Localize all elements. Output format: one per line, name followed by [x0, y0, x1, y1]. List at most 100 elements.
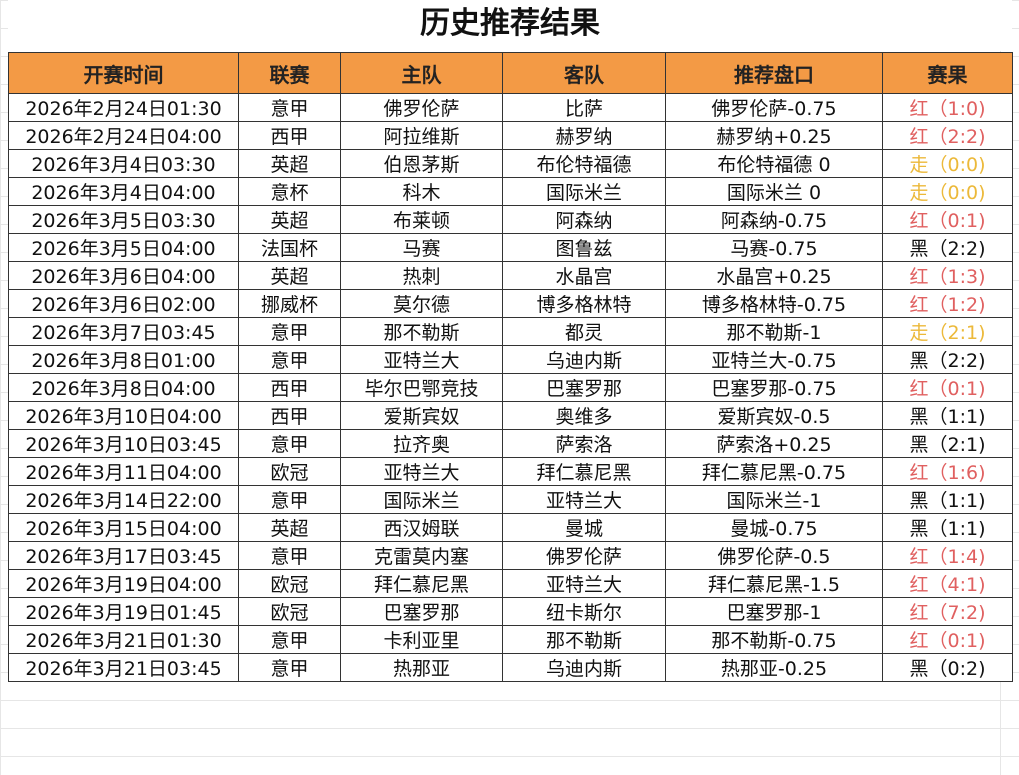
- cell-pick[interactable]: 佛罗伦萨-0.5: [665, 541, 883, 570]
- cell-pick[interactable]: 博多格林特-0.75: [665, 289, 883, 318]
- cell-pick[interactable]: 拜仁慕尼黑-0.75: [665, 457, 883, 486]
- cell-league[interactable]: 英超: [238, 261, 341, 290]
- cell-result[interactable]: 走（0:0): [882, 149, 1013, 178]
- cell-away[interactable]: 纽卡斯尔: [502, 597, 666, 626]
- cell-result[interactable]: 黑（1:1): [882, 485, 1013, 514]
- cell-home[interactable]: 那不勒斯: [340, 317, 503, 346]
- cell-home[interactable]: 热刺: [340, 261, 503, 290]
- cell-away[interactable]: 那不勒斯: [502, 625, 666, 654]
- cell-away[interactable]: 布伦特福德: [502, 149, 666, 178]
- cell-time[interactable]: 2026年3月6日02:00: [8, 289, 239, 318]
- cell-home[interactable]: 伯恩茅斯: [340, 149, 503, 178]
- cell-time[interactable]: 2026年3月21日01:30: [8, 625, 239, 654]
- cell-league[interactable]: 欧冠: [238, 597, 341, 626]
- cell-league[interactable]: 西甲: [238, 121, 341, 150]
- cell-result[interactable]: 黑（2:2): [882, 233, 1013, 262]
- cell-league[interactable]: 欧冠: [238, 457, 341, 486]
- cell-away[interactable]: 曼城: [502, 513, 666, 542]
- cell-pick[interactable]: 赫罗纳+0.25: [665, 121, 883, 150]
- cell-home[interactable]: 莫尔德: [340, 289, 503, 318]
- header-pick[interactable]: 推荐盘口: [665, 52, 883, 94]
- cell-time[interactable]: 2026年3月15日04:00: [8, 513, 239, 542]
- cell-result[interactable]: 黑（0:2): [882, 653, 1013, 682]
- cell-away[interactable]: 拜仁慕尼黑: [502, 457, 666, 486]
- cell-pick[interactable]: 那不勒斯-0.75: [665, 625, 883, 654]
- cell-time[interactable]: 2026年3月4日04:00: [8, 177, 239, 206]
- cell-home[interactable]: 亚特兰大: [340, 457, 503, 486]
- cell-pick[interactable]: 马赛-0.75: [665, 233, 883, 262]
- cell-away[interactable]: 乌迪内斯: [502, 653, 666, 682]
- cell-pick[interactable]: 那不勒斯-1: [665, 317, 883, 346]
- cell-time[interactable]: 2026年3月6日04:00: [8, 261, 239, 290]
- cell-result[interactable]: 红（0:1): [882, 625, 1013, 654]
- cell-pick[interactable]: 热那亚-0.25: [665, 653, 883, 682]
- cell-home[interactable]: 克雷莫内塞: [340, 541, 503, 570]
- cell-pick[interactable]: 巴塞罗那-1: [665, 597, 883, 626]
- cell-league[interactable]: 挪威杯: [238, 289, 341, 318]
- cell-result[interactable]: 红（0:1): [882, 205, 1013, 234]
- cell-time[interactable]: 2026年3月19日04:00: [8, 569, 239, 598]
- cell-away[interactable]: 博多格林特: [502, 289, 666, 318]
- cell-away[interactable]: 水晶宫: [502, 261, 666, 290]
- header-home[interactable]: 主队: [340, 52, 503, 94]
- cell-league[interactable]: 西甲: [238, 401, 341, 430]
- cell-time[interactable]: 2026年3月5日03:30: [8, 205, 239, 234]
- cell-time[interactable]: 2026年3月8日04:00: [8, 373, 239, 402]
- cell-result[interactable]: 红（4:1): [882, 569, 1013, 598]
- cell-away[interactable]: 都灵: [502, 317, 666, 346]
- cell-home[interactable]: 阿拉维斯: [340, 121, 503, 150]
- cell-away[interactable]: 巴塞罗那: [502, 373, 666, 402]
- cell-away[interactable]: 萨索洛: [502, 429, 666, 458]
- cell-result[interactable]: 红（1:3): [882, 261, 1013, 290]
- cell-result[interactable]: 红（7:2): [882, 597, 1013, 626]
- cell-pick[interactable]: 佛罗伦萨-0.75: [665, 93, 883, 122]
- cell-home[interactable]: 马赛: [340, 233, 503, 262]
- cell-pick[interactable]: 巴塞罗那-0.75: [665, 373, 883, 402]
- header-result[interactable]: 赛果: [882, 52, 1013, 94]
- cell-home[interactable]: 布莱顿: [340, 205, 503, 234]
- cell-league[interactable]: 英超: [238, 205, 341, 234]
- cell-league[interactable]: 意杯: [238, 177, 341, 206]
- cell-league[interactable]: 意甲: [238, 93, 341, 122]
- cell-away[interactable]: 奥维多: [502, 401, 666, 430]
- cell-league[interactable]: 意甲: [238, 625, 341, 654]
- cell-pick[interactable]: 布伦特福德 0: [665, 149, 883, 178]
- cell-away[interactable]: 赫罗纳: [502, 121, 666, 150]
- header-away[interactable]: 客队: [502, 52, 666, 94]
- cell-pick[interactable]: 水晶宫+0.25: [665, 261, 883, 290]
- cell-league[interactable]: 英超: [238, 149, 341, 178]
- cell-result[interactable]: 红（1:6): [882, 457, 1013, 486]
- cell-result[interactable]: 红（1:4): [882, 541, 1013, 570]
- cell-result[interactable]: 黑（2:2): [882, 345, 1013, 374]
- cell-time[interactable]: 2026年3月4日03:30: [8, 149, 239, 178]
- cell-pick[interactable]: 国际米兰-1: [665, 485, 883, 514]
- cell-away[interactable]: 亚特兰大: [502, 485, 666, 514]
- cell-home[interactable]: 热那亚: [340, 653, 503, 682]
- cell-home[interactable]: 毕尔巴鄂竞技: [340, 373, 503, 402]
- cell-home[interactable]: 巴塞罗那: [340, 597, 503, 626]
- cell-time[interactable]: 2026年2月24日01:30: [8, 93, 239, 122]
- cell-pick[interactable]: 亚特兰大-0.75: [665, 345, 883, 374]
- cell-result[interactable]: 黑（1:1): [882, 401, 1013, 430]
- cell-result[interactable]: 红（0:1): [882, 373, 1013, 402]
- cell-away[interactable]: 亚特兰大: [502, 569, 666, 598]
- cell-away[interactable]: 阿森纳: [502, 205, 666, 234]
- cell-result[interactable]: 黑（1:1): [882, 513, 1013, 542]
- cell-league[interactable]: 意甲: [238, 485, 341, 514]
- cell-home[interactable]: 科木: [340, 177, 503, 206]
- cell-pick[interactable]: 国际米兰 0: [665, 177, 883, 206]
- cell-away[interactable]: 佛罗伦萨: [502, 541, 666, 570]
- cell-league[interactable]: 意甲: [238, 317, 341, 346]
- cell-result[interactable]: 红（2:2): [882, 121, 1013, 150]
- cell-home[interactable]: 佛罗伦萨: [340, 93, 503, 122]
- cell-time[interactable]: 2026年3月8日01:00: [8, 345, 239, 374]
- cell-away[interactable]: 图鲁兹: [502, 233, 666, 262]
- cell-pick[interactable]: 阿森纳-0.75: [665, 205, 883, 234]
- cell-league[interactable]: 欧冠: [238, 569, 341, 598]
- cell-pick[interactable]: 萨索洛+0.25: [665, 429, 883, 458]
- cell-result[interactable]: 黑（2:1): [882, 429, 1013, 458]
- cell-league[interactable]: 法国杯: [238, 233, 341, 262]
- cell-pick[interactable]: 曼城-0.75: [665, 513, 883, 542]
- cell-pick[interactable]: 爱斯宾奴-0.5: [665, 401, 883, 430]
- cell-time[interactable]: 2026年3月5日04:00: [8, 233, 239, 262]
